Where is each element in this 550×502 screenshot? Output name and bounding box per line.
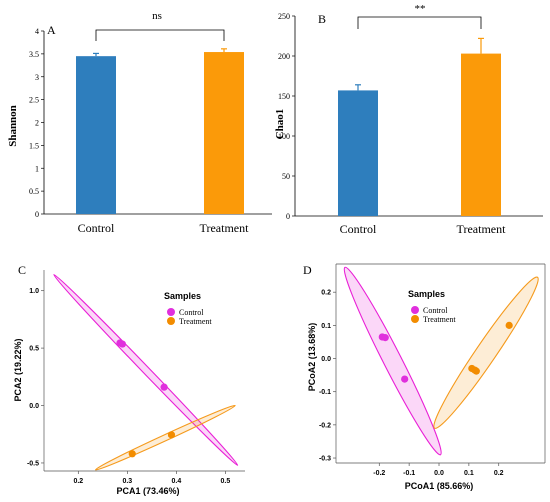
panel-d-ellipse-control [343,266,442,456]
panel-a-y-tick-label: 4 [35,27,39,36]
panel-c-x-tick-label: 0.4 [171,478,181,485]
panel-d-y-tick-label: 0.0 [321,356,331,363]
panel-c-label: C [18,263,26,277]
panel-a-y-tick-label: 1.5 [29,141,39,150]
panel-a-bar-treatment [204,52,244,214]
panel-d-x-tick-label: -0.1 [403,470,415,477]
panel-d-legend: Samples Control Treatment [408,289,456,324]
panel-d-label: D [303,263,312,277]
panel-c-point-treatment [128,450,136,458]
panel-c-legend: Samples Control Treatment [164,291,212,326]
panel-c-ellipses [53,274,239,471]
panel-a-significance-bracket [95,29,225,41]
panel-c-point-control [118,340,127,348]
panel-a-y-tick-label: 3.5 [29,50,39,59]
panel-c-y-tick-label: 0.0 [29,403,39,410]
panel-b-bar-treatment [461,53,501,216]
panel-d-y-tick-label: 0.1 [321,323,331,330]
panel-a-y-tick-label: 0.5 [29,187,39,196]
panel-d-point-control [381,334,389,342]
panel-c-legend-control-label: Control [179,308,204,317]
panel-a-significance: ns [95,10,225,41]
panel-a-x-axis: Control Treatment [78,221,249,235]
panel-b-y-tick-label: 200 [278,52,290,61]
panel-a-y-tick-label: 1 [35,164,39,173]
panel-c-x-tick-label: 0.3 [122,478,132,485]
panel-b-ylabel: Chao1 [274,109,286,140]
panel-a-y-tick-label: 2 [35,119,39,128]
panel-b-x-axis: Control Treatment [340,222,506,236]
panel-d-point-treatment [472,367,480,375]
panel-c-legend-title: Samples [164,291,201,301]
panel-d-points [378,321,513,383]
panel-b-y-tick-label: 0 [286,212,290,221]
panel-b-significance-label: ** [415,3,426,15]
panel-c-y-tick-label: 1.0 [29,288,39,295]
panel-d-ellipses [343,266,539,456]
panel-d-legend-treatment-marker [411,315,419,323]
panel-d-x-tick-label: -0.2 [373,470,385,477]
panel-b-y-tick-label: 100 [278,132,290,141]
panel-b-bars [338,37,501,216]
panel-a-x-category-label: Control [78,221,115,235]
panel-a-shannon-bar-chart: A Shannon 0 0.5 1 1.5 2 2.5 3 3.5 4 ns Control Tr… [7,10,272,235]
panel-d-legend-control-label: Control [423,306,448,315]
panel-d-ellipse-treatment [433,276,539,429]
panel-a-bar-control [76,56,116,214]
panel-b-chao1-bar-chart: B Chao1 0 50 100 150 200 250 ** Control Treatm… [274,3,543,236]
panel-c-ellipse-control [53,274,239,466]
panel-d-ylabel: PCoA2 (13.68%) [307,323,317,392]
panel-a-label: A [47,23,56,37]
panel-c-legend-treatment-label: Treatment [179,317,212,326]
panel-d-point-treatment [505,321,513,329]
panel-b-bar-control [338,90,378,216]
panel-a-significance-label: ns [152,10,162,22]
panel-b-y-tick-label: 250 [278,12,290,21]
panel-b-x-category-label: Control [340,222,377,236]
panel-b-significance-bracket [357,16,482,29]
panel-b-y-tick-label: 150 [278,92,290,101]
panel-d-y-tick-label: -0.2 [319,422,331,429]
panel-c-x-tick-label: 0.5 [221,478,231,485]
panel-c-x-tick-label: 0.2 [73,478,83,485]
panel-b-x-category-label: Treatment [457,222,507,236]
panel-b-label: B [318,12,326,26]
panel-c-y-tick-label: 0.5 [29,346,39,353]
panel-a-y-tick-label: 3 [35,73,39,82]
panel-c-ylabel: PCA2 (19.22%) [13,338,23,401]
panel-d-legend-title: Samples [408,289,445,299]
panel-c-legend-control-marker [167,308,175,316]
panel-d-y-tick-label: -0.1 [319,389,331,396]
panel-b-y-axis: 0 50 100 150 200 250 [278,12,543,221]
panel-c-points [116,339,176,458]
panel-d-y-tick-label: 0.2 [321,290,331,297]
panel-d-point-control [401,375,409,383]
panel-c-xlabel: PCA1 (73.46%) [116,486,179,496]
panel-d-axes: -0.2 -0.1 0.0 0.1 0.2 -0.3 -0.2 -0.1 0.0 0.1 0.2 [319,263,546,477]
panel-b-significance: ** [357,3,482,29]
panel-b-y-tick-label: 50 [282,172,290,181]
panel-d-x-tick-label: 0.1 [464,470,474,477]
panel-d-legend-treatment-label: Treatment [423,315,456,324]
panel-a-x-category-label: Treatment [200,221,250,235]
panel-d-x-tick-label: 0.2 [494,470,504,477]
panel-c-axes: 0.2 0.3 0.4 0.5 -0.5 0.0 0.5 1.0 [27,270,245,485]
panel-d-legend-control-marker [411,306,419,314]
panel-d-pcoa-plot: D PCoA1 (85.66%) PCoA2 (13.68%) -0.2 -0.1… [303,263,546,491]
panel-c-point-treatment [167,431,176,439]
panel-c-y-tick-label: -0.5 [27,460,39,467]
panel-d-x-tick-label: 0.0 [434,470,444,477]
panel-a-y-tick-label: 0 [35,210,39,219]
panel-a-y-tick-label: 2.5 [29,96,39,105]
panel-d-y-tick-label: -0.3 [319,456,331,463]
panel-a-ylabel: Shannon [7,105,19,147]
panel-d-xlabel: PCoA1 (85.66%) [405,481,474,491]
panel-a-bars [76,48,244,214]
panel-c-pca-plot: C PCA1 (73.46%) PCA2 (19.22%) 0.2 0.3 0.4 0… [13,263,245,496]
panel-c-point-control [160,383,168,391]
panel-c-legend-treatment-marker [167,317,175,325]
